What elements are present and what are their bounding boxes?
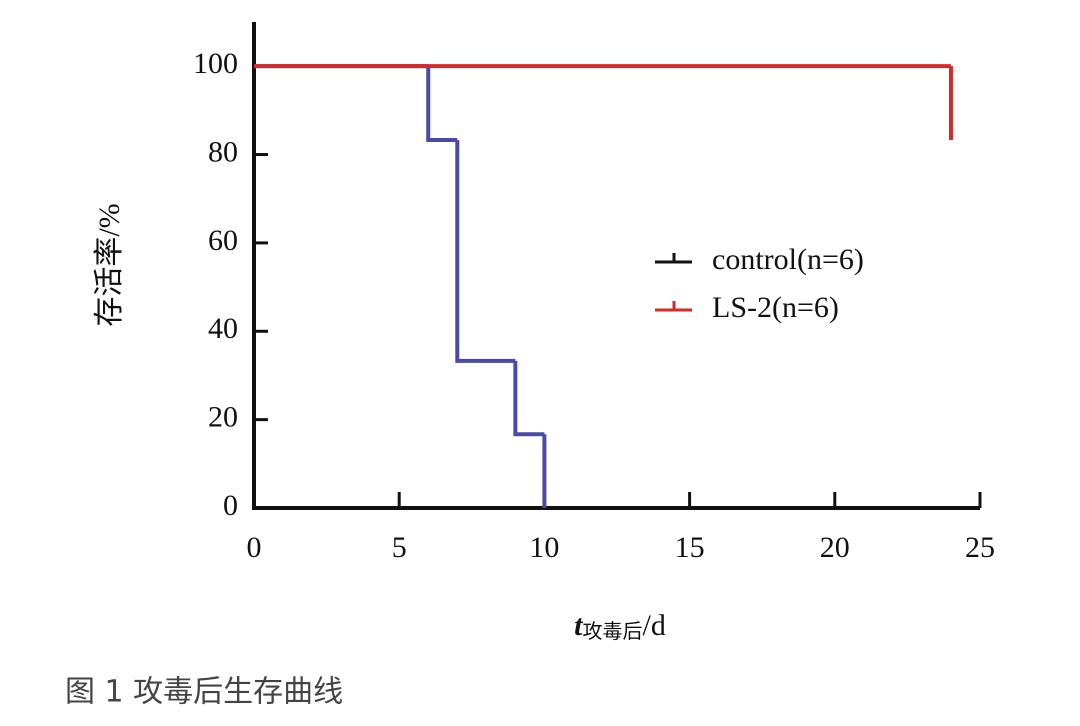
y-tick-label: 20 bbox=[208, 401, 238, 434]
y-tick-label: 0 bbox=[223, 489, 238, 522]
legend-label: LS-2(n=6) bbox=[712, 291, 839, 324]
x-tick-label: 0 bbox=[247, 531, 262, 564]
y-tick-label: 40 bbox=[208, 312, 238, 345]
x-tick-label: 10 bbox=[529, 531, 559, 564]
x-tick-label: 25 bbox=[965, 531, 995, 564]
survival-step bbox=[455, 139, 516, 363]
y-axis-label: 存活率/% bbox=[93, 203, 126, 326]
x-tick-label: 15 bbox=[675, 531, 705, 564]
y-tick-label: 100 bbox=[193, 47, 238, 80]
caption: 图 1 攻毒后生存曲线 bbox=[65, 675, 343, 710]
legend-label: control(n=6) bbox=[712, 243, 864, 276]
x-tick-label: 5 bbox=[392, 531, 407, 564]
x-axis-label: t攻毒后/d bbox=[574, 609, 666, 643]
survival-step bbox=[426, 66, 458, 142]
survival-step bbox=[513, 360, 545, 437]
x-tick-label: 20 bbox=[820, 531, 850, 564]
x-label-unit: /d bbox=[643, 609, 666, 642]
y-tick-label: 80 bbox=[208, 135, 238, 168]
x-label-main: t bbox=[574, 609, 584, 642]
x-label-subscript: 攻毒后 bbox=[583, 619, 643, 643]
y-tick-label: 60 bbox=[208, 224, 238, 257]
